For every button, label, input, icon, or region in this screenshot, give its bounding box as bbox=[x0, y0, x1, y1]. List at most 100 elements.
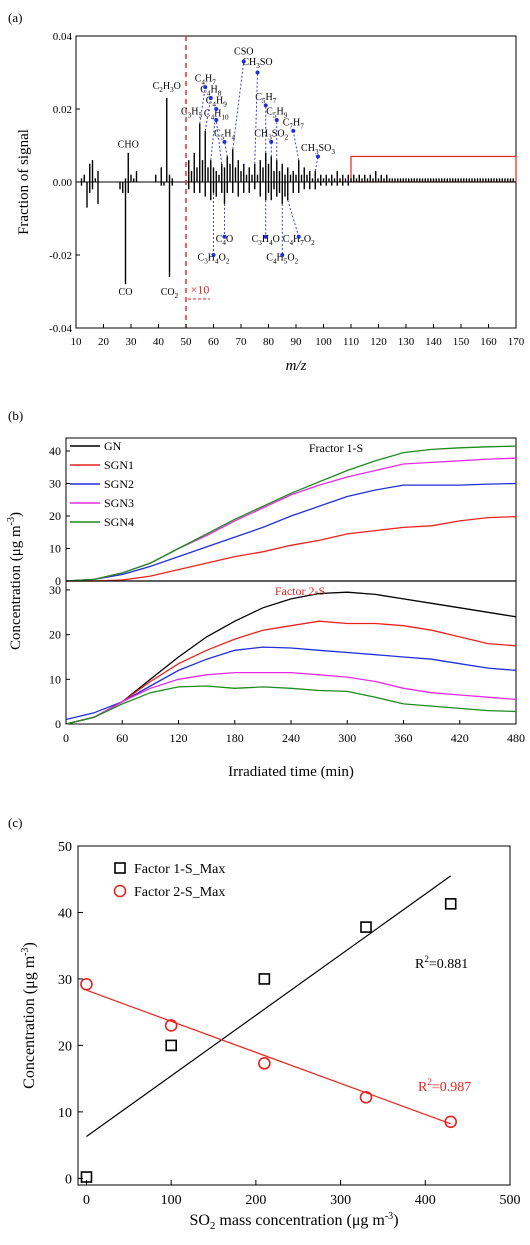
annotation-label: C4H9 bbox=[206, 96, 228, 109]
panel-b-time-series: (b) 0 10 20 30 40 Fractor 1-S 0 10 20 30 Factor 2-S… bbox=[6, 408, 525, 780]
x-tick-label: 300 bbox=[330, 1193, 351, 1208]
data-point-square bbox=[165, 1039, 177, 1052]
annotation-arrow bbox=[204, 97, 212, 131]
series-line-sgn1 bbox=[66, 515, 517, 582]
legend-label: Factor 2-S_Max bbox=[134, 885, 225, 900]
annotation-label: CH3SO3 bbox=[301, 143, 335, 156]
annotation-label: C7H7 bbox=[283, 117, 305, 130]
legend-label: SGN3 bbox=[104, 496, 134, 510]
annotation-label: C3H4O2 bbox=[198, 252, 230, 265]
annotation-label: CO bbox=[119, 287, 133, 298]
x-tick-label: 130 bbox=[398, 336, 415, 348]
series-line-sgn3 bbox=[65, 671, 517, 725]
plot-frame bbox=[77, 845, 511, 1186]
annotation-label: C3H4O bbox=[252, 234, 280, 247]
annotation-arrowhead bbox=[208, 96, 213, 101]
data-point-square bbox=[80, 1171, 93, 1183]
x-tick-label: 120 bbox=[170, 731, 188, 745]
legend-label: SGN4 bbox=[104, 515, 134, 529]
y-tick-label: -0.04 bbox=[49, 323, 72, 335]
legend-label: SGN1 bbox=[104, 458, 134, 472]
annotation-label: C4H7O2 bbox=[283, 234, 315, 247]
data-point-square bbox=[444, 898, 457, 910]
annotation-arrowhead bbox=[263, 234, 268, 239]
r2-label: R2=0.881 bbox=[415, 954, 468, 972]
series-line-sgn4 bbox=[65, 445, 517, 582]
y-tick-label: 0 bbox=[55, 717, 61, 731]
annotation-arrowhead bbox=[222, 234, 227, 239]
data-point-square bbox=[258, 973, 271, 985]
x-axis-label: m/z bbox=[286, 358, 307, 374]
y-tick-label: -0.02 bbox=[49, 250, 72, 262]
y-tick-label: 0.02 bbox=[53, 104, 72, 116]
y-tick-label: 0.04 bbox=[53, 31, 73, 43]
x-axis-label: Irradiated time (min) bbox=[228, 764, 354, 780]
annotation-arrow bbox=[292, 130, 300, 161]
x-tick-label: 100 bbox=[161, 1193, 182, 1208]
series-line-gn bbox=[65, 591, 517, 725]
y-tick-label: 10 bbox=[49, 542, 61, 556]
legend-label: GN bbox=[104, 439, 122, 453]
series-line-sgn2 bbox=[65, 482, 517, 582]
y-tick-label: 0 bbox=[55, 574, 61, 588]
annotation-label: CHO bbox=[118, 139, 139, 150]
x-tick-label: 180 bbox=[226, 731, 244, 745]
data-point-circle bbox=[80, 977, 93, 991]
annotation-label: C4H10 bbox=[204, 108, 229, 121]
annotation-label: CO2 bbox=[161, 287, 179, 300]
r2-label: R2=0.987 bbox=[418, 1077, 471, 1095]
panel-label-a: (a) bbox=[8, 10, 22, 25]
x-tick-label: 40 bbox=[153, 336, 165, 348]
annotation-arrow bbox=[210, 108, 217, 161]
legend-marker bbox=[113, 884, 127, 898]
x-tick-label: 360 bbox=[395, 731, 413, 745]
y-axis-label: Concentration (μg m-3) bbox=[20, 942, 38, 1089]
x-tick-label: 60 bbox=[208, 336, 220, 348]
annotation-label: C4H5O2 bbox=[266, 252, 298, 265]
annotation-arrowhead bbox=[263, 103, 268, 108]
annotation-label: C5H4 bbox=[214, 128, 236, 141]
panel-label-b: (b) bbox=[8, 408, 23, 423]
x-tick-label: 80 bbox=[263, 336, 275, 348]
y-tick-label: 30 bbox=[49, 477, 61, 491]
x-tick-label: 140 bbox=[425, 336, 442, 348]
y-axis-label: Fraction of signal bbox=[16, 129, 32, 235]
annotation-arrow bbox=[314, 156, 319, 172]
annotation-arrow bbox=[224, 141, 228, 157]
x-tick-label: 160 bbox=[480, 336, 497, 348]
y-tick-label: 40 bbox=[58, 906, 72, 921]
x-tick-label: 90 bbox=[291, 336, 303, 348]
subplot-title: Fractor 1-S bbox=[309, 441, 363, 455]
subplot-frame bbox=[65, 580, 517, 725]
legend-label: SGN2 bbox=[104, 477, 134, 491]
annotation-arrow bbox=[287, 200, 300, 237]
x-tick-label: 120 bbox=[370, 336, 387, 348]
x-tick-label: 150 bbox=[453, 336, 470, 348]
y-tick-label: 20 bbox=[49, 509, 61, 523]
annotation-arrowhead bbox=[316, 154, 320, 159]
panel-label-c: (c) bbox=[8, 815, 22, 830]
y-tick-label: 30 bbox=[49, 583, 61, 597]
annotation-arrowhead bbox=[211, 253, 216, 257]
series-line-sgn1 bbox=[65, 620, 517, 725]
x-tick-label: 110 bbox=[343, 336, 360, 348]
x-tick-label: 100 bbox=[315, 336, 332, 348]
annotation-arrowhead bbox=[280, 253, 285, 257]
data-point-circle bbox=[359, 1090, 373, 1104]
annotation-arrowhead bbox=[214, 117, 219, 122]
annotation-arrowhead bbox=[274, 117, 279, 122]
annotation-arrowhead bbox=[222, 139, 227, 144]
x-tick-label: 200 bbox=[245, 1193, 266, 1208]
annotation-label: CSO bbox=[234, 46, 253, 57]
y-tick-label: 20 bbox=[58, 1039, 72, 1054]
y-axis-label: Concentration (μg m-3) bbox=[6, 512, 24, 650]
x-tick-label: 60 bbox=[116, 731, 128, 745]
legend: GN SGN1 SGN2 SGN3 SGN4 bbox=[70, 439, 134, 529]
fit-line bbox=[86, 875, 452, 1137]
annotation-arrowhead bbox=[203, 85, 208, 90]
x-tick-label: 50 bbox=[181, 336, 193, 348]
fit-line bbox=[86, 989, 451, 1125]
annotation-arrow bbox=[254, 72, 258, 164]
y-tick-label: 10 bbox=[58, 1106, 72, 1121]
